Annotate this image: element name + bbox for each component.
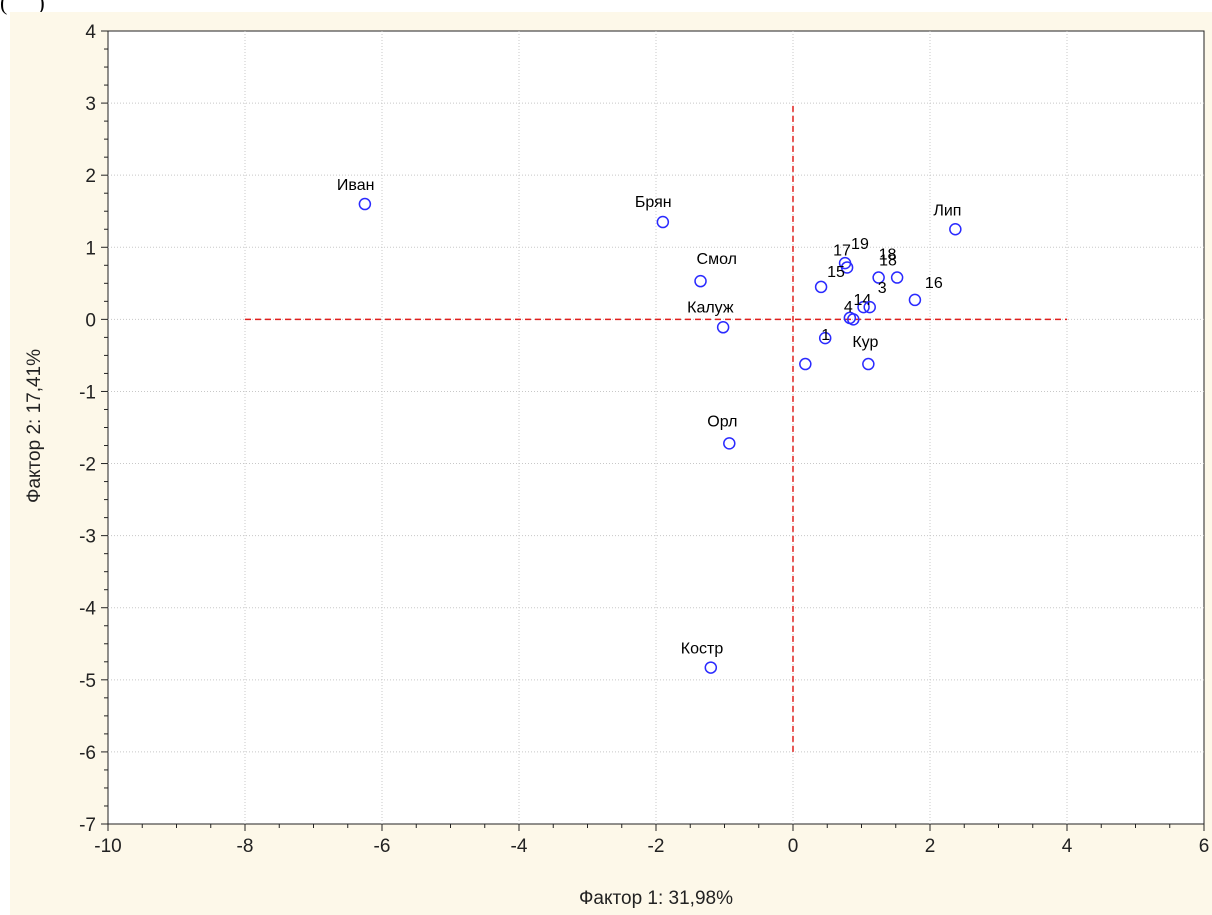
x-tick-label: 2 [925, 836, 936, 857]
point-label: 3 [878, 280, 887, 297]
data-point [358, 197, 372, 211]
data-point [704, 661, 718, 674]
point-label: Орл [707, 413, 737, 430]
x-tick-label: -4 [511, 836, 528, 857]
data-point [840, 261, 854, 274]
point-label: Кур [852, 334, 878, 351]
page-fragment-text: () [0, 0, 45, 15]
y-tick-label: -7 [79, 815, 96, 836]
point-label: 18 [879, 253, 897, 270]
x-tick-label: -10 [94, 836, 121, 857]
data-point [847, 313, 860, 326]
point-label: Смол [697, 251, 737, 268]
x-tick-label: 0 [788, 836, 799, 857]
data-point [872, 271, 885, 284]
point-label: 18 [879, 247, 897, 264]
reference-lines [245, 103, 1067, 752]
y-tick-label: -1 [79, 382, 96, 403]
y-tick-label: 3 [85, 94, 96, 115]
data-point [814, 280, 828, 294]
data-point [694, 274, 707, 288]
point-label: 19 [851, 236, 869, 253]
point-label: 1 [821, 327, 830, 344]
x-tick-label: -6 [374, 836, 391, 857]
y-tick-label: -6 [79, 743, 96, 764]
y-tick-label: 2 [85, 166, 96, 187]
y-tick-label: 0 [85, 310, 96, 331]
x-tick-label: -2 [648, 836, 665, 857]
point-label: 16 [925, 275, 943, 292]
data-point [716, 321, 730, 334]
y-axis-title: Фактор 2: 17,41% [24, 349, 45, 503]
x-tick-label: 4 [1062, 836, 1073, 857]
data-point [818, 331, 832, 345]
point-label: 15 [827, 264, 845, 281]
x-tick-label: 6 [1199, 836, 1210, 857]
data-point [890, 271, 904, 284]
y-tick-label: -2 [79, 455, 96, 476]
point-label: Лип [933, 202, 961, 219]
data-point [656, 215, 670, 229]
point-label: Иван [337, 177, 375, 194]
data-point [863, 300, 876, 314]
data-point [862, 357, 875, 371]
y-tick-label: 4 [85, 22, 96, 43]
data-point [799, 357, 812, 371]
data-point [723, 437, 736, 450]
point-label: 14 [854, 292, 872, 309]
y-tick-label: -5 [79, 671, 96, 692]
x-tick-label: -8 [237, 836, 254, 857]
ticks: -10 -8 -6 -4 -2 0 2 4 6 4 3 2 1 0 -1 -2 -3 -4 -5 -6 -7 [79, 22, 1209, 857]
x-axis-title: Фактор 1: 31,98% [579, 888, 733, 909]
y-tick-label: -3 [79, 527, 96, 548]
point-label: Калуж [687, 299, 734, 316]
data-point [908, 293, 922, 307]
data-point [857, 300, 870, 314]
point-label: Брян [635, 194, 672, 211]
point-label: 4 [844, 299, 853, 316]
point-label: 17 [833, 242, 851, 259]
y-tick-label: -4 [79, 599, 96, 620]
y-tick-label: 1 [85, 238, 96, 259]
data-point [949, 223, 962, 236]
point-label: Костр [681, 641, 724, 658]
